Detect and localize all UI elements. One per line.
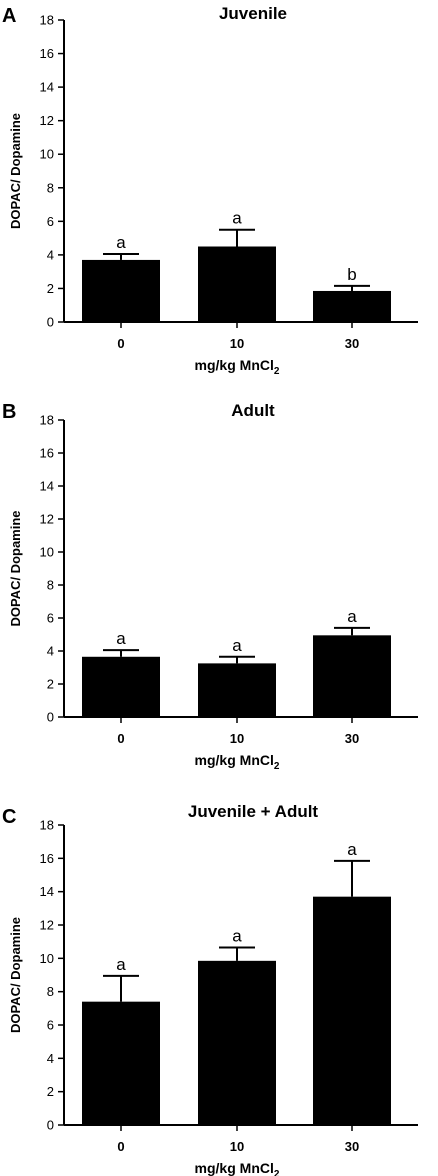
- y-tick-label: 12: [40, 113, 54, 128]
- bar: [198, 246, 276, 322]
- y-tick-label: 2: [47, 281, 54, 296]
- y-tick-label: 4: [47, 644, 54, 659]
- x-tick-label: 30: [345, 731, 359, 746]
- x-tick-label: 0: [117, 731, 124, 746]
- y-tick-label: 12: [40, 918, 54, 933]
- panel-letter: A: [2, 5, 16, 27]
- x-axis-label-text: mg/kg MnCl: [195, 752, 274, 768]
- y-axis-label: DOPAC/ Dopamine: [8, 113, 23, 229]
- chart-panel-a: A Juvenile 0 2 4 6 8 10 12 14 16 18 DOPAC/ Dopamine a…: [2, 4, 418, 377]
- y-tick-label: 10: [40, 147, 54, 162]
- y-tick-label: 18: [40, 13, 54, 28]
- x-axis-label: mg/kg MnCl2: [195, 752, 280, 772]
- y-axis-label: DOPAC/ Dopamine: [8, 510, 23, 626]
- y-tick-label: 0: [47, 1118, 54, 1133]
- y-tick-label: 16: [40, 446, 54, 461]
- y-tick-label: 6: [47, 1018, 54, 1033]
- y-axis-label: DOPAC/ Dopamine: [8, 917, 23, 1033]
- bar: [82, 1001, 160, 1125]
- y-tick-label: 6: [47, 611, 54, 626]
- panel-letter: C: [2, 806, 16, 828]
- chart-panel-c: C Juvenile + Adult 0 2 4 6 8 10 12 14 16 18 DOPAC/ D…: [2, 802, 418, 1176]
- y-tick-label: 6: [47, 214, 54, 229]
- y-tick-label: 2: [47, 1084, 54, 1099]
- x-tick-label: 0: [117, 1139, 124, 1154]
- x-tick-label: 10: [230, 731, 244, 746]
- y-tick-label: 8: [47, 984, 54, 999]
- significance-label: a: [232, 209, 242, 228]
- y-tick-label: 14: [40, 479, 54, 494]
- y-tick-label: 14: [40, 884, 54, 899]
- x-tick-label: 30: [345, 336, 359, 351]
- x-tick-label: 0: [117, 336, 124, 351]
- x-axis-label-subscript: 2: [274, 366, 280, 377]
- x-axis-label-subscript: 2: [274, 761, 280, 772]
- y-tick-label: 12: [40, 512, 54, 527]
- x-tick-label: 10: [230, 336, 244, 351]
- bar: [198, 663, 276, 717]
- x-axis-label-text: mg/kg MnCl: [195, 357, 274, 373]
- y-tick-label: 14: [40, 80, 54, 95]
- chart-title: Adult: [231, 401, 275, 420]
- significance-label: a: [232, 636, 242, 655]
- panel-letter: B: [2, 401, 16, 423]
- y-tick-label: 8: [47, 578, 54, 593]
- y-tick-label: 18: [40, 818, 54, 833]
- y-tick-label: 16: [40, 46, 54, 61]
- significance-label: a: [347, 840, 357, 859]
- significance-label: b: [347, 265, 356, 284]
- chart-title: Juvenile: [219, 4, 287, 23]
- chart-title: Juvenile + Adult: [188, 802, 319, 821]
- bar: [313, 635, 391, 717]
- y-tick-label: 4: [47, 247, 54, 262]
- y-tick-label: 10: [40, 951, 54, 966]
- x-axis-label: mg/kg MnCl2: [195, 1160, 280, 1176]
- significance-label: a: [347, 607, 357, 626]
- y-tick-label: 16: [40, 851, 54, 866]
- x-axis-label-subscript: 2: [274, 1169, 280, 1176]
- chart-panel-b: B Adult 0 2 4 6 8 10 12 14 16 18 DOPAC/ Dopamine a 0 a 1…: [2, 401, 418, 772]
- x-axis-label-text: mg/kg MnCl: [195, 1160, 274, 1176]
- x-tick-label: 10: [230, 1139, 244, 1154]
- bar: [313, 290, 391, 322]
- significance-label: a: [116, 629, 126, 648]
- y-tick-label: 10: [40, 545, 54, 560]
- bar: [82, 656, 160, 717]
- bar: [198, 960, 276, 1125]
- y-tick-label: 4: [47, 1051, 54, 1066]
- y-tick-label: 18: [40, 413, 54, 428]
- y-tick-label: 8: [47, 180, 54, 195]
- y-tick-label: 0: [47, 315, 54, 330]
- significance-label: a: [116, 233, 126, 252]
- x-axis-label: mg/kg MnCl2: [195, 357, 280, 377]
- significance-label: a: [116, 955, 126, 974]
- bar: [313, 896, 391, 1125]
- x-tick-label: 30: [345, 1139, 359, 1154]
- significance-label: a: [232, 927, 242, 946]
- bar: [82, 259, 160, 322]
- y-tick-label: 2: [47, 677, 54, 692]
- y-tick-label: 0: [47, 710, 54, 725]
